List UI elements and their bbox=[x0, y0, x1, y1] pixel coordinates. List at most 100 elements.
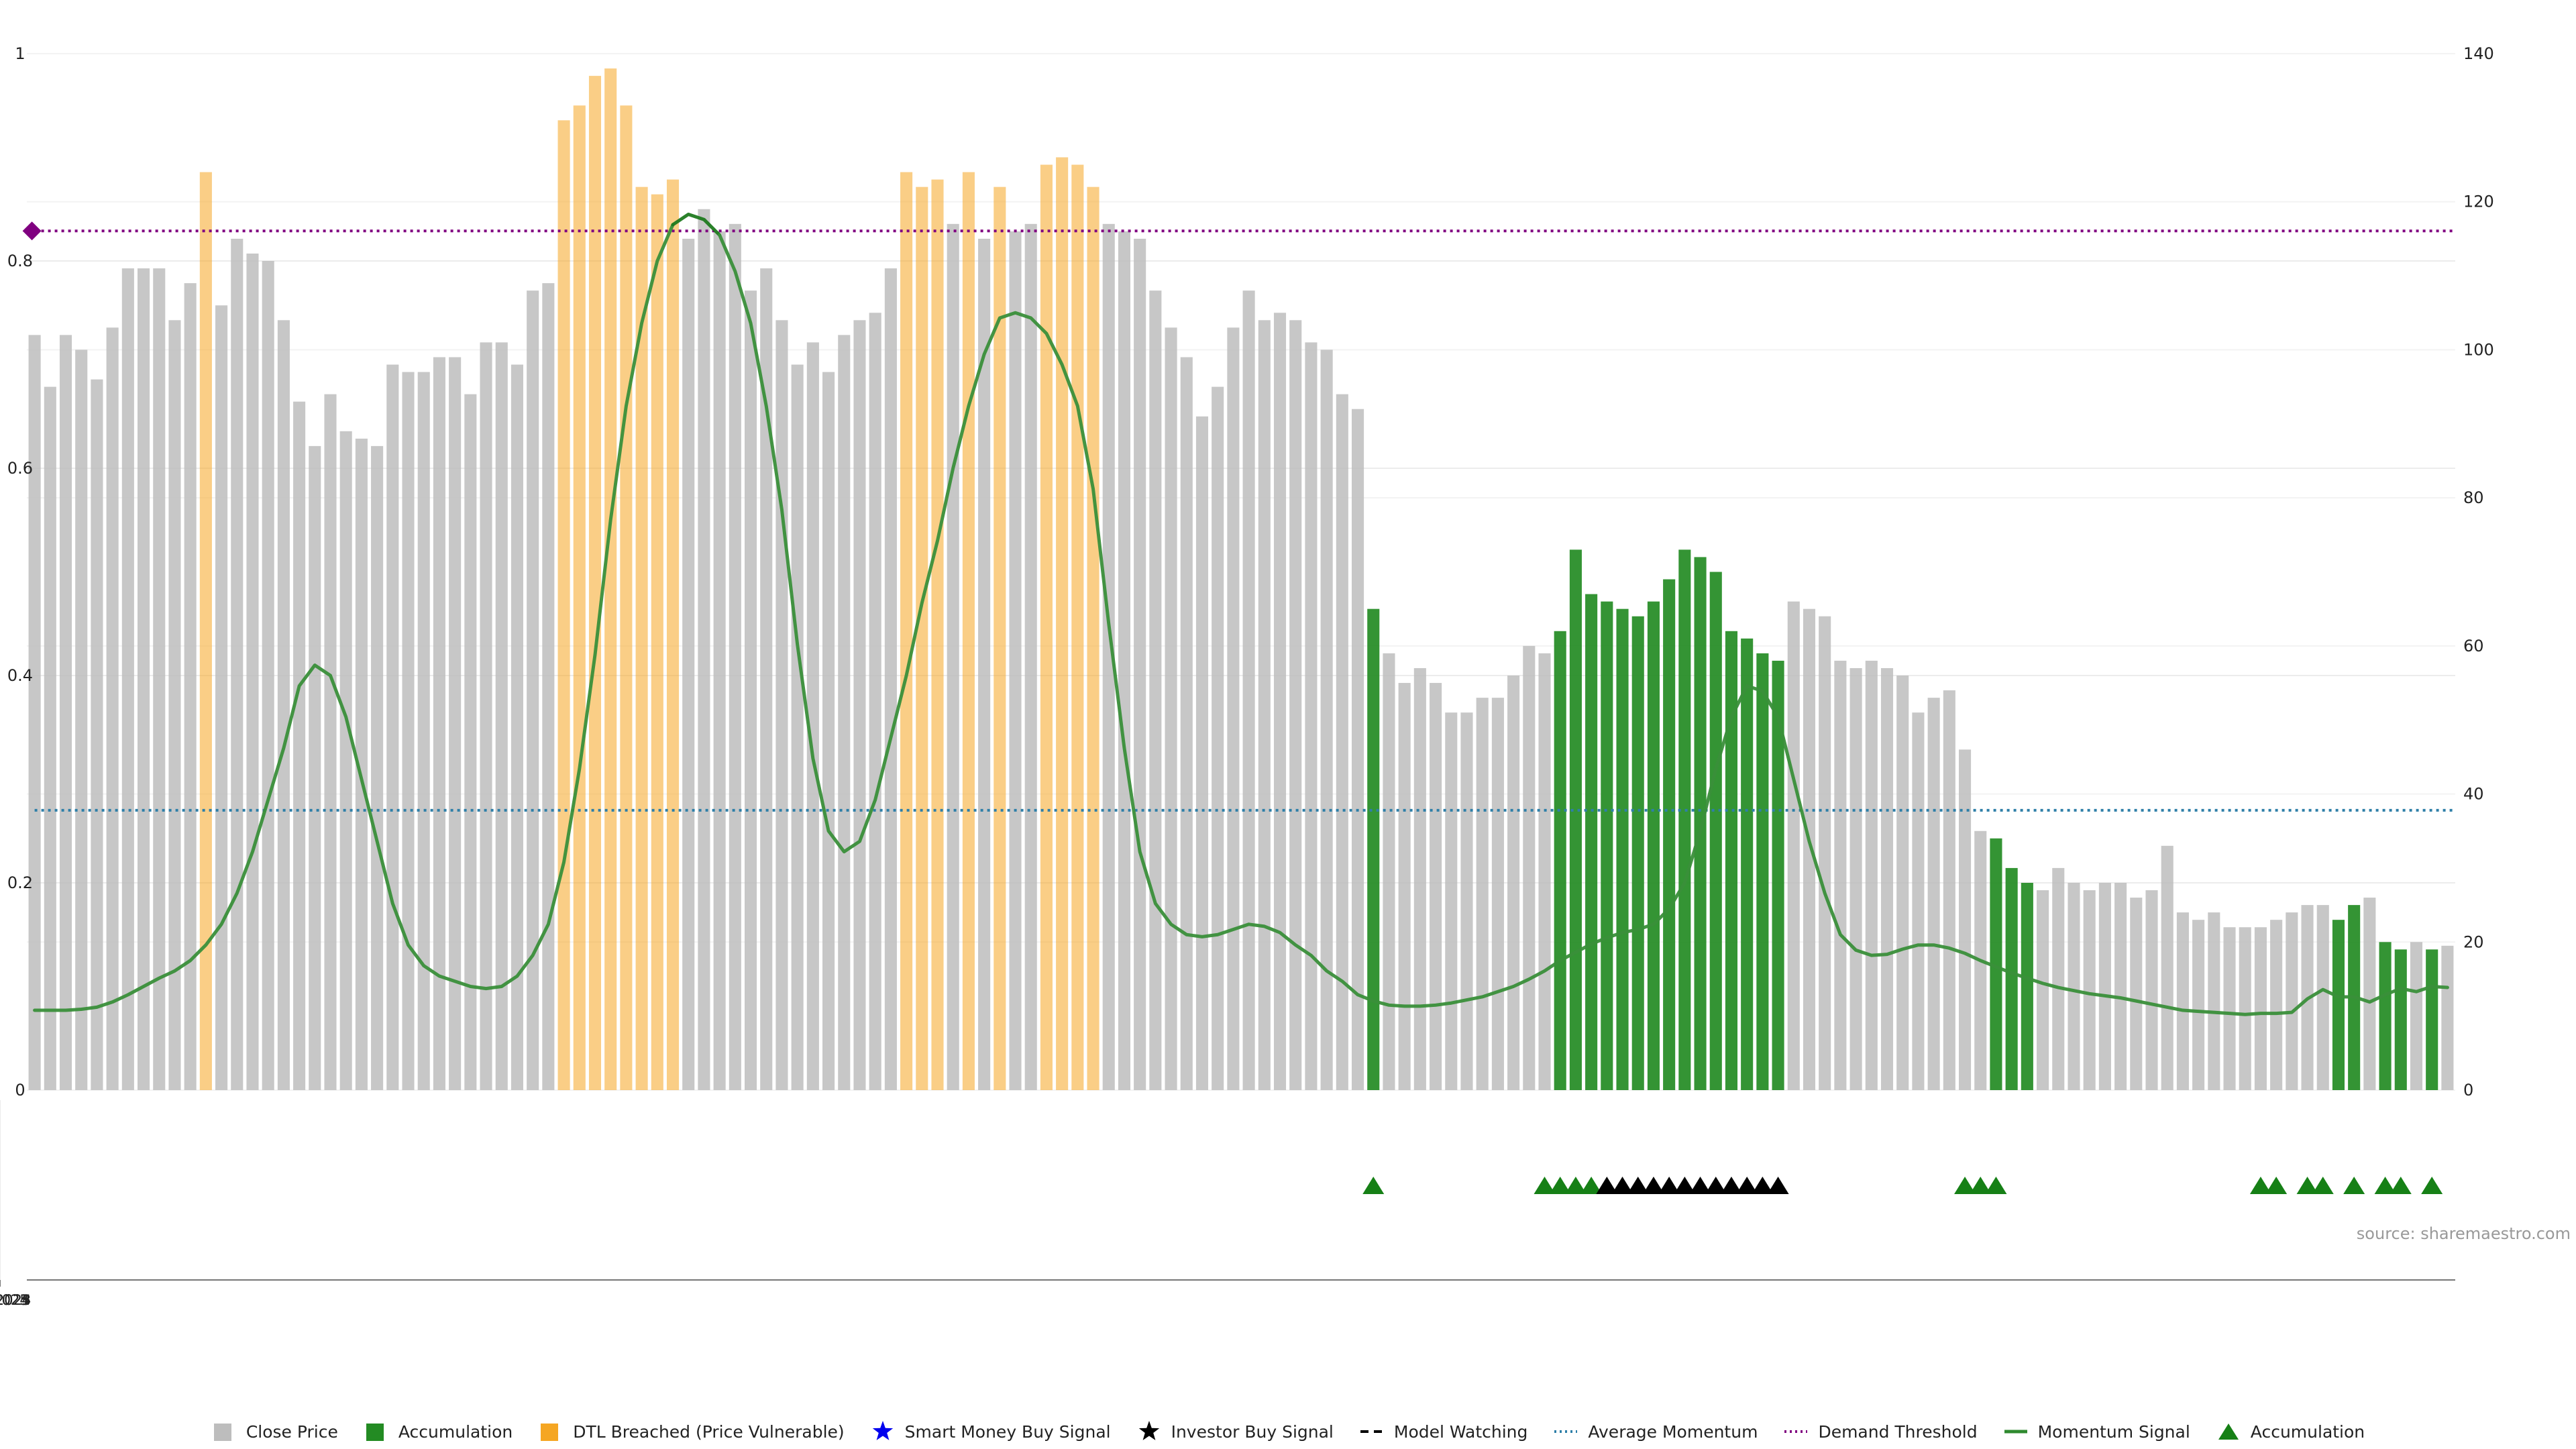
price-bar bbox=[2332, 920, 2345, 1090]
chart: 0 0.2 0.4 0.6 0.8 1 0 20 40 60 80 100 120 140 Jan 20… bbox=[0, 44, 2571, 1308]
price-bar bbox=[2021, 883, 2033, 1090]
price-bar bbox=[838, 335, 851, 1090]
price-bar bbox=[1195, 416, 1209, 1090]
investor-buy-marker bbox=[1627, 1177, 1649, 1194]
price-bar bbox=[1523, 645, 1536, 1090]
price-bar bbox=[791, 364, 804, 1090]
price-bar bbox=[2098, 883, 2111, 1090]
price-bar bbox=[1958, 749, 1972, 1090]
price-bar bbox=[2176, 912, 2189, 1090]
demand-threshold-marker bbox=[22, 221, 42, 241]
price-bar bbox=[1787, 601, 1800, 1090]
price-bar bbox=[1585, 594, 1598, 1090]
price-bar bbox=[1756, 653, 1769, 1090]
price-bar bbox=[371, 445, 384, 1090]
price-bar bbox=[635, 186, 648, 1091]
price-bars bbox=[28, 68, 2454, 1091]
price-bar bbox=[293, 401, 306, 1090]
price-bar bbox=[822, 372, 835, 1091]
investor-buy-marker bbox=[1736, 1177, 1758, 1194]
price-bar bbox=[588, 76, 602, 1090]
price-bar bbox=[775, 320, 788, 1091]
price-bar bbox=[620, 105, 633, 1090]
price-bar bbox=[1040, 164, 1053, 1090]
price-bar bbox=[2316, 905, 2329, 1090]
momentum-line bbox=[671, 212, 722, 237]
price-bar bbox=[1912, 712, 1925, 1090]
investor-buy-marker bbox=[1674, 1177, 1696, 1194]
price-bar bbox=[1538, 653, 1551, 1090]
price-bar bbox=[1273, 313, 1287, 1090]
price-bar bbox=[1943, 690, 1955, 1090]
price-bar bbox=[1289, 320, 1302, 1091]
y-left-tick-label: 0.6 bbox=[7, 459, 33, 478]
price-bar bbox=[2192, 920, 2205, 1090]
x-tick-label: Jul 2024 bbox=[0, 1292, 29, 1308]
price-bar bbox=[947, 223, 959, 1091]
investor-buy-marker bbox=[1611, 1177, 1633, 1194]
price-bar bbox=[2379, 942, 2392, 1090]
price-bar bbox=[168, 320, 181, 1091]
price-bar bbox=[480, 342, 492, 1091]
price-bar bbox=[1476, 698, 1489, 1090]
x-tick-label: Jul 2025 bbox=[0, 1292, 29, 1308]
momentum-line bbox=[718, 233, 2449, 1016]
price-bar bbox=[869, 313, 881, 1090]
price-bar bbox=[713, 231, 726, 1090]
accumulation-marker bbox=[2249, 1177, 2271, 1194]
price-bar bbox=[1056, 157, 1069, 1090]
price-bar bbox=[1102, 223, 1115, 1091]
price-bar bbox=[2145, 890, 2158, 1090]
price-bar bbox=[1445, 712, 1458, 1090]
x-axis: Jan 2023Jul 2023Jan 2024Jul 2024Jan 2025… bbox=[0, 1279, 2455, 1308]
legend-swatch bbox=[1554, 1430, 1578, 1433]
price-bar bbox=[2161, 845, 2174, 1090]
y-right-tick-label: 80 bbox=[2463, 488, 2484, 507]
price-bar bbox=[464, 394, 477, 1091]
y-left-tick-label: 0.8 bbox=[7, 252, 33, 270]
price-bar bbox=[184, 283, 197, 1090]
price-bar bbox=[262, 261, 274, 1090]
price-bar bbox=[1927, 698, 1940, 1090]
price-bar bbox=[651, 194, 663, 1090]
price-bar bbox=[931, 179, 944, 1090]
price-bar bbox=[1305, 342, 1318, 1091]
accumulation-marker bbox=[2296, 1177, 2318, 1194]
legend-label: Model Watching bbox=[1393, 1421, 1528, 1442]
price-bar bbox=[339, 431, 352, 1090]
investor-buy-marker bbox=[1752, 1177, 1774, 1194]
y-left-tick-label: 0 bbox=[15, 1081, 25, 1099]
price-bar bbox=[246, 253, 259, 1090]
legend-label: Demand Threshold bbox=[1818, 1421, 1978, 1442]
price-bar bbox=[1725, 631, 1738, 1090]
price-bar bbox=[199, 172, 212, 1091]
price-bar bbox=[121, 268, 134, 1091]
legend-label: Smart Money Buy Signal bbox=[904, 1421, 1111, 1442]
price-bar bbox=[527, 290, 539, 1091]
price-bar bbox=[153, 268, 166, 1091]
y-left-tick-label: 0.2 bbox=[7, 873, 33, 892]
price-bar bbox=[1258, 320, 1271, 1091]
price-bar bbox=[59, 335, 72, 1090]
price-bar bbox=[1990, 838, 2002, 1090]
price-bar bbox=[449, 357, 462, 1090]
price-bar bbox=[1336, 394, 1348, 1091]
reference-lines bbox=[22, 221, 2455, 812]
price-bar bbox=[511, 364, 524, 1090]
legend-swatch bbox=[872, 1421, 893, 1440]
price-bar bbox=[231, 238, 244, 1091]
legend-swatch bbox=[213, 1424, 231, 1441]
price-bar bbox=[542, 283, 555, 1090]
price-bar bbox=[309, 445, 321, 1090]
price-bar bbox=[1460, 712, 1473, 1090]
price-bar bbox=[1413, 667, 1426, 1090]
price-bar bbox=[28, 335, 41, 1090]
price-bar bbox=[884, 268, 897, 1091]
price-bar bbox=[1803, 608, 1816, 1090]
price-bar bbox=[44, 386, 56, 1090]
price-bar bbox=[2037, 890, 2049, 1090]
legend-swatch bbox=[2218, 1424, 2239, 1440]
price-bar bbox=[962, 172, 975, 1091]
legend-item: Average Momentum bbox=[1553, 1420, 1758, 1443]
investor-buy-marker bbox=[1596, 1177, 1618, 1194]
